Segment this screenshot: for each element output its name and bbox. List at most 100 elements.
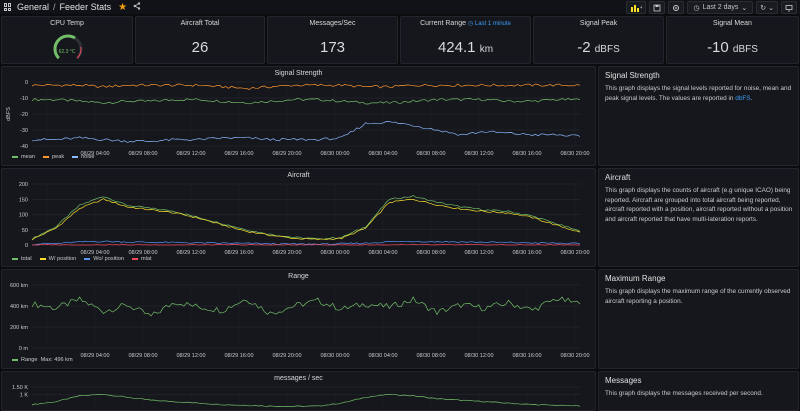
messages-sec-panel[interactable]: Messages/Sec 173	[267, 16, 398, 64]
x-tick-label: 08/30 20:00	[560, 250, 589, 256]
x-tick-label: 08/30 12:00	[464, 250, 493, 256]
current-range-title: Current Range	[420, 20, 467, 27]
series-line-mlat	[32, 243, 580, 246]
add-panel-button[interactable]: +	[626, 1, 647, 14]
cpu-temp-value: 62.3 °C	[58, 49, 76, 55]
current-range-value: 424.1 km	[437, 39, 494, 56]
legend-item-total[interactable]: total	[12, 256, 32, 262]
y-tick-label: 50	[22, 228, 28, 234]
y-tick-label: -40	[20, 144, 28, 150]
breadcrumb-dashboard[interactable]: Feeder Stats	[59, 2, 112, 12]
settings-button[interactable]	[668, 1, 685, 14]
current-range-header: Current Range ◷ Last 1 minute	[401, 20, 530, 27]
y-axis-label: dBFS	[6, 107, 12, 121]
save-icon	[654, 4, 661, 11]
signal-mean-panel[interactable]: Signal Mean -10 dBFS	[666, 16, 799, 64]
svg-text:+: +	[640, 5, 642, 11]
x-tick-label: 08/29 08:00	[128, 151, 157, 157]
y-tick-label: 200	[19, 182, 28, 188]
x-tick-label: 08/29 16:00	[224, 353, 253, 359]
y-tick-label: 0	[25, 243, 28, 249]
refresh-button[interactable]: ↻ ⌄	[756, 1, 778, 14]
x-tick-label: 08/29 20:00	[272, 250, 301, 256]
x-tick-label: 08/29 08:00	[128, 353, 157, 359]
signal-peak-value: -2 dBFS	[577, 39, 620, 56]
legend-item-noise[interactable]: noise	[72, 154, 95, 160]
breadcrumb-separator: /	[53, 2, 56, 12]
x-tick-label: 08/29 04:00	[80, 250, 109, 256]
x-tick-label: 08/30 08:00	[416, 353, 445, 359]
y-tick-label: -20	[20, 112, 28, 118]
signal-strength-panel[interactable]: Signal Strength 0 -10 -20 -30 -40 dBFS 08/29 0…	[1, 66, 596, 166]
description-title: Aircraft	[605, 173, 631, 182]
share-icon[interactable]	[133, 2, 141, 12]
dbfs-link[interactable]: dbFS	[735, 94, 751, 102]
signal-strength-description-panel: Signal Strength This graph displays the …	[598, 66, 799, 166]
cpu-temp-title: CPU Temp	[50, 20, 84, 27]
description-text: This graph displays the signal levels re…	[605, 85, 792, 102]
legend-item-mean[interactable]: mean	[12, 154, 35, 160]
messages-chart-title: messages / sec	[274, 375, 323, 382]
dashboards-grid-icon[interactable]	[4, 3, 12, 11]
clock-icon: ◷	[693, 4, 700, 12]
x-tick-label: 08/29 08:00	[128, 250, 157, 256]
x-tick-label: 08/30 08:00	[416, 151, 445, 157]
x-tick-label: 08/30 12:00	[464, 151, 493, 157]
range-legend: Range Max: 496 km	[12, 357, 73, 363]
x-tick-label: 08/30 04:00	[368, 250, 397, 256]
messages-chart: 1.50 K1 K	[12, 385, 581, 409]
aircraft-total-title: Aircraft Total	[180, 20, 220, 27]
time-picker[interactable]: ◷ Last 2 days ⌄	[687, 1, 754, 14]
y-tick-label: -10	[20, 96, 28, 102]
x-tick-label: 08/30 04:00	[368, 151, 397, 157]
x-tick-label: 08/29 20:00	[272, 151, 301, 157]
series-line-range	[31, 296, 581, 317]
y-tick-label: 200 km	[10, 325, 28, 331]
aircraft-chart-title: Aircraft	[287, 172, 310, 179]
star-icon[interactable]: ★	[118, 1, 128, 13]
x-tick-label: 08/30 00:00	[320, 151, 349, 157]
view-mode-button[interactable]	[781, 1, 797, 14]
range-panel[interactable]: Range 600 km 400 km 200 km 0 m 08/29 04:00 08…	[1, 269, 596, 369]
aircraft-panel[interactable]: Aircraft 200 150 100 50 0 08/29 04:00 08/29 08…	[1, 168, 596, 267]
aircraft-total-value: 26	[191, 39, 209, 56]
series-line-messages	[31, 393, 581, 407]
y-tick-label: 600 km	[10, 283, 28, 289]
legend-item-mlat[interactable]: mlat	[131, 256, 152, 262]
breadcrumb: General / Feeder Stats	[0, 2, 111, 12]
current-range-subtitle: ◷ Last 1 minute	[467, 21, 511, 27]
series-line-peak	[31, 83, 581, 90]
legend-item-peak[interactable]: peak	[43, 154, 64, 160]
x-tick-label: 08/29 12:00	[176, 250, 205, 256]
monitor-icon	[785, 4, 793, 11]
signal-peak-title: Signal Peak	[579, 20, 618, 27]
range-description-panel: Maximum Range This graph displays the ma…	[598, 269, 799, 369]
messages-sec-value: 173	[319, 39, 346, 56]
signal-strength-title: Signal Strength	[274, 70, 323, 77]
legend-item-range[interactable]: Range Max: 496 km	[12, 357, 73, 363]
current-range-panel[interactable]: Current Range ◷ Last 1 minute 424.1 km	[400, 16, 531, 64]
x-tick-label: 08/29 12:00	[176, 353, 205, 359]
range-chart: 600 km 400 km 200 km 0 m 08/29 04:00 08/29 08…	[10, 283, 590, 359]
x-tick-label: 08/30 20:00	[560, 353, 589, 359]
legend-item-without-position[interactable]: Wo/ position	[84, 256, 124, 262]
y-tick-label: 0	[25, 80, 28, 86]
signal-peak-panel[interactable]: Signal Peak -2 dBFS	[533, 16, 664, 64]
cpu-temp-panel[interactable]: CPU Temp 62.3 °C	[1, 16, 133, 64]
series-line-w-position	[31, 198, 581, 241]
signal-strength-chart: 0 -10 -20 -30 -40 dBFS 08/29 04:00 08/29 08:00 0…	[6, 80, 590, 157]
x-tick-label: 08/30 16:00	[512, 250, 541, 256]
breadcrumb-folder[interactable]: General	[17, 2, 50, 12]
description-text: This graph displays the counts of aircra…	[605, 187, 793, 223]
x-tick-label: 08/29 16:00	[224, 151, 253, 157]
legend-item-with-position[interactable]: W/ position	[39, 256, 76, 262]
x-tick-label: 08/29 04:00	[80, 353, 109, 359]
save-dashboard-button[interactable]	[649, 1, 666, 14]
description-text: This graph displays the messages receive…	[605, 390, 763, 397]
x-tick-label: 08/30 00:00	[320, 250, 349, 256]
add-panel-icon: +	[631, 4, 642, 12]
aircraft-total-panel[interactable]: Aircraft Total 26	[135, 16, 265, 64]
cpu-temp-gauge	[53, 34, 83, 60]
series-line-mean	[31, 98, 581, 105]
